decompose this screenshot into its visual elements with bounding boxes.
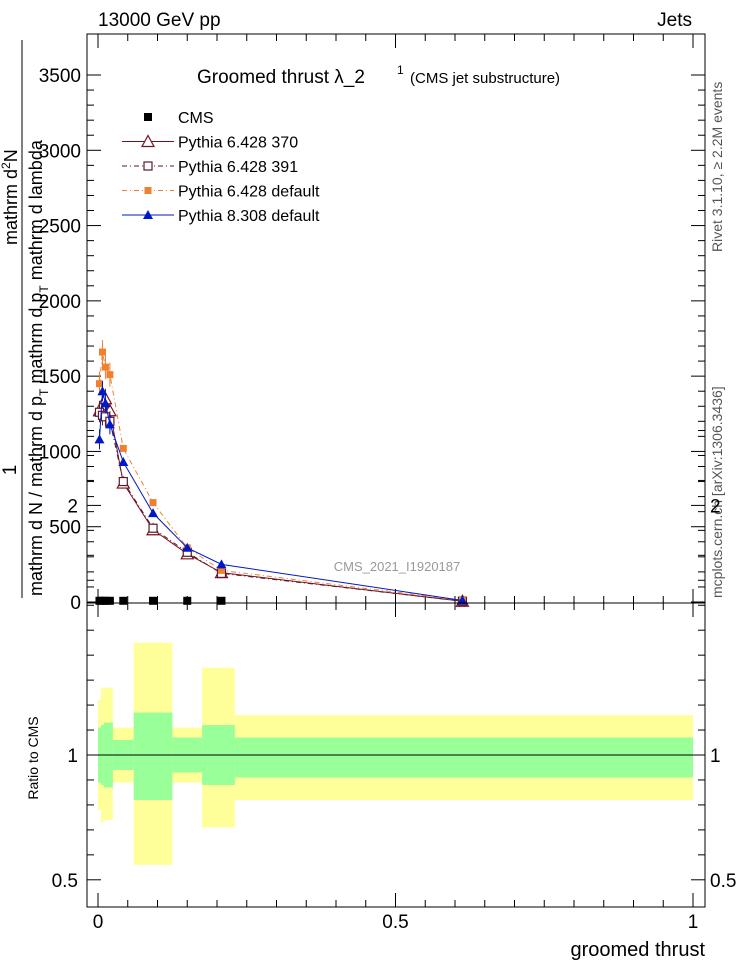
- data-point-p8def: [97, 386, 108, 396]
- ratio-band-inner: [234, 737, 693, 778]
- data-point-p6def: [217, 566, 225, 574]
- title-sub: (CMS jet substructure): [410, 70, 560, 87]
- rivet-label: Rivet 3.1.10, ≥ 2.2M events: [709, 82, 725, 252]
- series-p8def: [94, 381, 468, 605]
- data-point-p8def: [216, 559, 227, 569]
- ratio-y-tick-label: 0.5: [52, 871, 78, 892]
- ratio-y-tick-label: 2: [67, 496, 78, 517]
- ratio-y-tick-label-right: 2: [710, 496, 721, 517]
- legend-label-p391: Pythia 6.428 391: [178, 159, 298, 176]
- header-right: Jets: [657, 10, 692, 31]
- data-point-p8def: [104, 419, 115, 429]
- ratio-ylabel: Ratio to CMS: [25, 716, 41, 799]
- data-point-p6def: [95, 380, 103, 388]
- ratio-band-inner: [133, 712, 173, 800]
- ratio-y-tick-label: 1: [67, 746, 78, 767]
- series-line-p6def: [98, 351, 463, 601]
- data-point-cms: [101, 596, 110, 605]
- data-point-p6def: [106, 371, 114, 379]
- legend-marker-p8def: [143, 210, 153, 219]
- data-point-cms: [149, 596, 158, 605]
- series-cms: [95, 596, 467, 605]
- ratio-plot: 0 0.5 1 0.5 0.5 1 1 2 2: [52, 430, 736, 933]
- data-point-p8def: [118, 456, 129, 466]
- y-tick-label: 2500: [39, 217, 81, 238]
- data-point-p391: [118, 476, 128, 487]
- legend-marker-p6def: [144, 187, 152, 194]
- y-tick-label: 2000: [39, 292, 81, 313]
- header-left: 13000 GeV pp: [98, 10, 221, 31]
- ylabel-numerator: mathrm d2N: [0, 149, 21, 245]
- plot-title: Groomed thrust λ_2 1 (CMS jet substructu…: [197, 63, 560, 88]
- y-tick-label: 0: [70, 593, 81, 614]
- ylabel-denominator: mathrm d N / mathrm d pT mathrm d pT mat…: [26, 139, 51, 596]
- data-point-p6def: [101, 363, 109, 371]
- title-superscript: 1: [397, 63, 404, 77]
- data-point-p8def: [148, 508, 159, 518]
- legend-entry-p370: Pythia 6.428 370: [122, 134, 298, 152]
- legend: CMS Pythia 6.428 370 Pythia 6.428 391 Pythi…: [122, 110, 320, 225]
- data-point-p8def: [94, 434, 105, 444]
- title-main: Groomed thrust λ_2: [197, 67, 365, 88]
- legend-entry-cms: CMS: [144, 110, 214, 127]
- data-point-p6def: [119, 444, 127, 452]
- x-tick-label: 0.5: [382, 912, 408, 933]
- ylabel-fraction: 1: [0, 465, 21, 476]
- data-point-p391: [148, 523, 158, 533]
- legend-marker-p370: [140, 134, 156, 148]
- legend-marker-cms: [144, 113, 152, 121]
- legend-marker-p391: [143, 161, 153, 171]
- y-tick-label: 1000: [39, 442, 81, 463]
- watermark: CMS_2021_I1920187: [334, 559, 461, 574]
- legend-label-p370: Pythia 6.428 370: [178, 135, 298, 152]
- y-tick-label: 3500: [39, 66, 81, 87]
- ratio-y-tick-label-right: 0.5: [710, 871, 736, 892]
- data-point-cms: [217, 596, 226, 605]
- legend-entry-p391: Pythia 6.428 391: [122, 159, 298, 176]
- legend-label-p8def: Pythia 8.308 default: [178, 208, 320, 225]
- x-tick-label: 1: [688, 912, 699, 933]
- legend-entry-p8def: Pythia 8.308 default: [122, 208, 320, 225]
- mcplots-label: mcplots.cern.ch [arXiv:1306.3436]: [709, 386, 725, 598]
- main-plot: 0 500 1000 1500 2000 2500 3000 3500: [39, 33, 706, 614]
- y-tick-label: 500: [49, 518, 81, 539]
- x-tick-label: 0: [93, 912, 104, 933]
- data-point-p6def: [98, 348, 106, 356]
- data-point-cms: [119, 596, 128, 605]
- legend-label-p6def: Pythia 6.428 default: [178, 184, 320, 201]
- data-point-cms: [105, 596, 114, 605]
- legend-entry-p6def: Pythia 6.428 default: [122, 184, 320, 201]
- x-axis-label: groomed thrust: [570, 939, 705, 961]
- data-point-p8def: [457, 595, 468, 605]
- data-point-p8def: [100, 398, 111, 408]
- data-point-p6def: [149, 499, 157, 507]
- ratio-y-tick-label-right: 1: [710, 746, 721, 767]
- data-point-cms: [183, 596, 192, 605]
- y-tick-label: 3000: [39, 141, 81, 162]
- y-tick-label: 1500: [39, 367, 81, 388]
- data-point-p8def: [182, 542, 193, 552]
- legend-label-cms: CMS: [178, 110, 214, 127]
- y-axis-label: 1 mathrm d2N mathrm d N / mathrm d pT ma…: [0, 40, 51, 598]
